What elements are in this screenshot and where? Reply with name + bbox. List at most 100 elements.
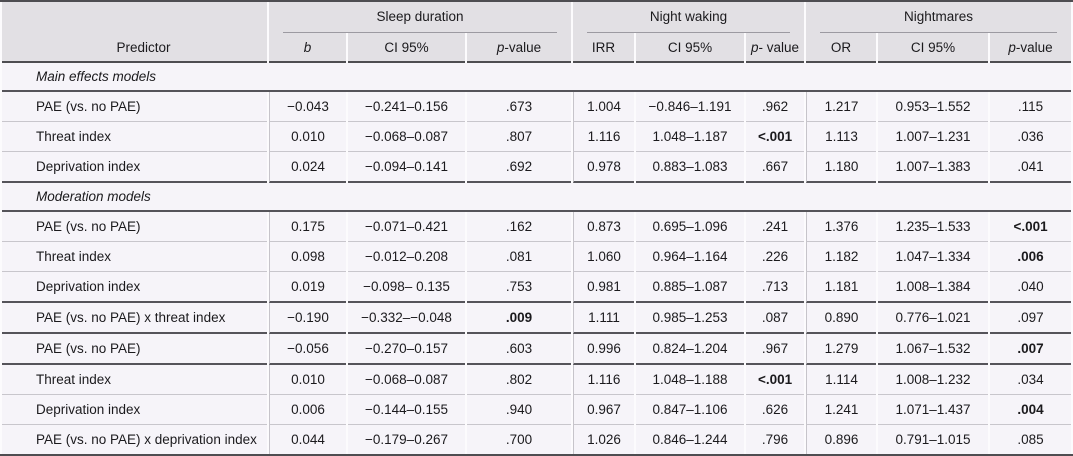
cell-ci-nightwaking: 1.048–1.188 [636, 365, 745, 395]
cell-p-sleep: .081 [467, 242, 572, 272]
cell-p-nightmares: .040 [990, 272, 1072, 303]
cell-or: 0.890 [806, 303, 877, 334]
cell-ci-sleep: −0.012–0.208 [348, 242, 465, 272]
table-row: PAE (vs. no PAE) 0.175 −0.071–0.421.162 0.8… [2, 212, 1072, 242]
cell-p-sleep: .753 [467, 272, 572, 303]
column-header-p-nightmares: p-value [990, 33, 1072, 63]
table-row: Threat index 0.010 −0.068–0.087.802 1.116 1.… [2, 365, 1072, 395]
cell-or: 0.896 [806, 425, 877, 454]
cell-b: 0.010 [269, 365, 346, 395]
cell-p-nightwaking: .713 [746, 272, 805, 303]
cell-ci-sleep: −0.098– 0.135 [348, 272, 465, 303]
cell-irr: 0.978 [573, 152, 635, 183]
cell-or: 1.217 [806, 92, 877, 122]
table-row: Threat index 0.098 −0.012–0.208.081 1.060 0.… [2, 242, 1072, 272]
cell-ci-sleep: −0.332–−0.048 [348, 303, 465, 334]
column-header-irr: IRR [573, 33, 635, 63]
cell-p-nightwaking: .087 [746, 303, 805, 334]
cell-p-nightwaking: .241 [746, 212, 805, 242]
cell-ci-nightmares: 0.791–1.015 [878, 425, 989, 454]
cell-or: 1.180 [806, 152, 877, 183]
cell-irr: 0.996 [573, 334, 635, 365]
cell-irr: 0.981 [573, 272, 635, 303]
cell-ci-sleep: −0.068–0.087 [348, 365, 465, 395]
cell-p-nightmares: .034 [990, 365, 1072, 395]
cell-p-nightwaking: .667 [746, 152, 805, 183]
cell-p-nightmares: .007 [990, 334, 1072, 365]
cell-or: 1.182 [806, 242, 877, 272]
cell-or: 1.279 [806, 334, 877, 365]
cell-ci-nightmares: 1.047–1.334 [878, 242, 989, 272]
table-row: PAE (vs. no PAE) −0.056 −0.270–0.157.603 0.… [2, 334, 1072, 365]
cell-or: 1.241 [806, 395, 877, 425]
cell-b: 0.098 [269, 242, 346, 272]
cell-ci-nightwaking: 0.985–1.253 [636, 303, 745, 334]
cell-b: 0.006 [269, 395, 346, 425]
group-label: Sleep duration [283, 2, 558, 33]
row-label: PAE (vs. no PAE) x deprivation index [2, 425, 267, 454]
row-label: PAE (vs. no PAE) [2, 334, 267, 365]
column-header-p-sleep: p-value [467, 33, 572, 63]
table-header: Sleep duration Night waking Nightmares P… [2, 2, 1072, 63]
cell-ci-nightwaking: 0.824–1.204 [636, 334, 745, 365]
row-label: Threat index [2, 122, 267, 152]
cell-irr: 1.116 [573, 365, 635, 395]
row-label: PAE (vs. no PAE) [2, 212, 267, 242]
table-row: Deprivation index 0.006 −0.144–0.155.940 0.… [2, 395, 1072, 425]
cell-ci-nightwaking: 0.695–1.096 [636, 212, 745, 242]
group-label: Nightmares [820, 2, 1058, 33]
cell-b: −0.190 [269, 303, 346, 334]
cell-p-sleep: .940 [467, 395, 572, 425]
table-row: Deprivation index 0.019 −0.098– 0.135.753 0… [2, 272, 1072, 303]
cell-ci-sleep: −0.068–0.087 [348, 122, 465, 152]
cell-p-nightwaking: .626 [746, 395, 805, 425]
cell-b: −0.056 [269, 334, 346, 365]
cell-p-sleep: .009 [467, 303, 572, 334]
cell-b: 0.175 [269, 212, 346, 242]
row-label: Threat index [2, 365, 267, 395]
cell-ci-sleep: −0.241–0.156 [348, 92, 465, 122]
cell-ci-nightmares: 1.008–1.232 [878, 365, 989, 395]
cell-ci-sleep: −0.094–0.141 [348, 152, 465, 183]
cell-ci-nightwaking: 0.847–1.106 [636, 395, 745, 425]
column-header-row: Predictor b CI 95% p-value IRR CI 95% p-… [2, 33, 1072, 63]
cell-p-sleep: .807 [467, 122, 572, 152]
cell-ci-nightwaking: 0.846–1.244 [636, 425, 745, 454]
cell-ci-sleep: −0.270–0.157 [348, 334, 465, 365]
group-header-nightmares: Nightmares [806, 2, 1072, 33]
cell-p-nightmares: .041 [990, 152, 1072, 183]
cell-p-nightmares: .097 [990, 303, 1072, 334]
cell-p-sleep: .603 [467, 334, 572, 365]
cell-p-sleep: .673 [467, 92, 572, 122]
column-header-ci-nightmares: CI 95% [878, 33, 989, 63]
cell-irr: 1.004 [573, 92, 635, 122]
cell-ci-nightmares: 1.007–1.231 [878, 122, 989, 152]
group-header-row: Sleep duration Night waking Nightmares [2, 2, 1072, 33]
section-row: Main effects models [2, 63, 1072, 92]
column-header-or: OR [806, 33, 877, 63]
cell-ci-nightwaking: 0.883–1.083 [636, 152, 745, 183]
cell-irr: 0.967 [573, 395, 635, 425]
cell-p-nightmares: .036 [990, 122, 1072, 152]
cell-or: 1.181 [806, 272, 877, 303]
column-header-predictor: Predictor [2, 33, 267, 63]
cell-p-sleep: .802 [467, 365, 572, 395]
cell-ci-nightwaking: 0.964–1.164 [636, 242, 745, 272]
group-header-spacer [2, 2, 267, 33]
group-header-night-waking: Night waking [573, 2, 805, 33]
row-label: PAE (vs. no PAE) [2, 92, 267, 122]
cell-irr: 1.026 [573, 425, 635, 454]
column-header-ci-sleep: CI 95% [348, 33, 465, 63]
cell-p-nightmares: .006 [990, 242, 1072, 272]
cell-or: 1.113 [806, 122, 877, 152]
cell-p-nightwaking: <.001 [746, 365, 805, 395]
cell-ci-nightmares: 0.776–1.021 [878, 303, 989, 334]
column-header-b: b [269, 33, 346, 63]
cell-b: 0.010 [269, 122, 346, 152]
cell-p-nightmares: .085 [990, 425, 1072, 454]
table-body: Main effects models PAE (vs. no PAE) −0.04… [2, 63, 1072, 454]
cell-ci-nightmares: 1.067–1.532 [878, 334, 989, 365]
cell-or: 1.114 [806, 365, 877, 395]
